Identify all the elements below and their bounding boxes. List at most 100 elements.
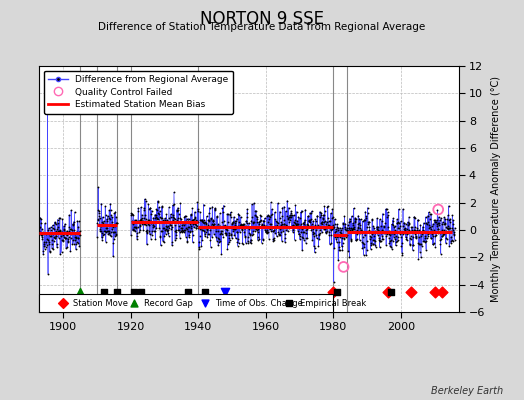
Point: [139, 221, 148, 227]
Point: [206, 215, 215, 221]
Point: [421, 239, 429, 245]
Point: [176, 235, 184, 241]
Point: [301, 230, 310, 236]
Point: [387, 229, 396, 236]
Point: [215, 239, 224, 246]
Point: [361, 216, 369, 223]
Point: [290, 219, 298, 226]
Point: [179, 228, 187, 234]
Point: [409, 242, 417, 249]
Point: [293, 221, 302, 227]
Point: [312, 226, 320, 233]
Point: [146, 204, 155, 211]
Point: [54, 220, 62, 226]
Point: [202, 220, 211, 226]
Point: [393, 220, 401, 226]
Point: [127, 210, 136, 216]
Point: [294, 214, 303, 220]
Point: [199, 219, 208, 225]
Point: [35, 225, 43, 232]
Point: [386, 243, 394, 249]
Point: [400, 220, 409, 227]
Point: [73, 218, 82, 224]
Point: [377, 238, 385, 244]
Point: [284, 215, 292, 222]
Point: [262, 223, 270, 230]
Point: [300, 237, 308, 244]
Point: [178, 225, 186, 232]
Point: [243, 210, 252, 216]
Point: [72, 234, 80, 240]
Point: [441, 220, 449, 227]
Point: [247, 218, 256, 224]
Point: [236, 222, 244, 228]
Point: [322, 228, 330, 235]
Point: [291, 202, 300, 208]
Point: [344, 228, 352, 234]
Point: [220, 222, 228, 229]
Point: [434, 220, 442, 227]
Point: [288, 212, 297, 219]
Point: [427, 211, 435, 218]
Point: [285, 204, 293, 211]
Point: [69, 236, 78, 243]
Point: [243, 206, 252, 212]
Point: [282, 225, 290, 231]
Point: [272, 218, 280, 224]
Point: [221, 230, 230, 236]
Point: [213, 238, 221, 244]
Point: [147, 236, 155, 242]
Point: [438, 232, 446, 239]
Point: [65, 212, 73, 218]
Point: [157, 242, 165, 248]
Point: [333, 224, 342, 230]
Point: [289, 212, 298, 218]
Point: [291, 220, 299, 226]
Point: [317, 210, 325, 216]
Point: [132, 224, 140, 230]
Point: [404, 227, 412, 234]
Point: [56, 215, 64, 221]
Point: [150, 223, 158, 229]
Point: [150, 219, 158, 226]
Point: [354, 225, 362, 232]
Point: [43, 101, 52, 108]
Point: [57, 233, 65, 239]
Point: [127, 232, 135, 238]
Point: [273, 222, 281, 228]
Point: [227, 231, 236, 238]
Point: [405, 214, 413, 220]
Point: [352, 236, 361, 243]
Point: [380, 223, 388, 230]
Point: [407, 288, 416, 295]
Point: [234, 223, 242, 229]
Point: [282, 222, 291, 228]
Point: [399, 220, 408, 226]
Point: [432, 217, 441, 223]
Point: [261, 228, 270, 235]
Point: [167, 214, 175, 220]
Point: [394, 219, 402, 225]
Point: [332, 236, 341, 242]
Point: [130, 224, 139, 230]
Point: [48, 245, 56, 251]
Point: [351, 218, 359, 224]
Point: [292, 221, 300, 228]
Point: [268, 206, 276, 212]
Point: [59, 300, 67, 306]
Point: [369, 233, 378, 239]
Point: [176, 200, 184, 206]
Point: [419, 224, 427, 230]
Point: [148, 228, 157, 234]
Point: [449, 238, 457, 244]
Point: [331, 216, 339, 222]
Point: [242, 218, 250, 225]
Point: [193, 199, 202, 206]
Point: [364, 219, 372, 225]
Point: [45, 231, 53, 237]
Point: [359, 240, 367, 246]
Point: [359, 241, 368, 247]
Point: [188, 216, 196, 223]
Point: [163, 228, 172, 234]
Point: [169, 215, 178, 221]
